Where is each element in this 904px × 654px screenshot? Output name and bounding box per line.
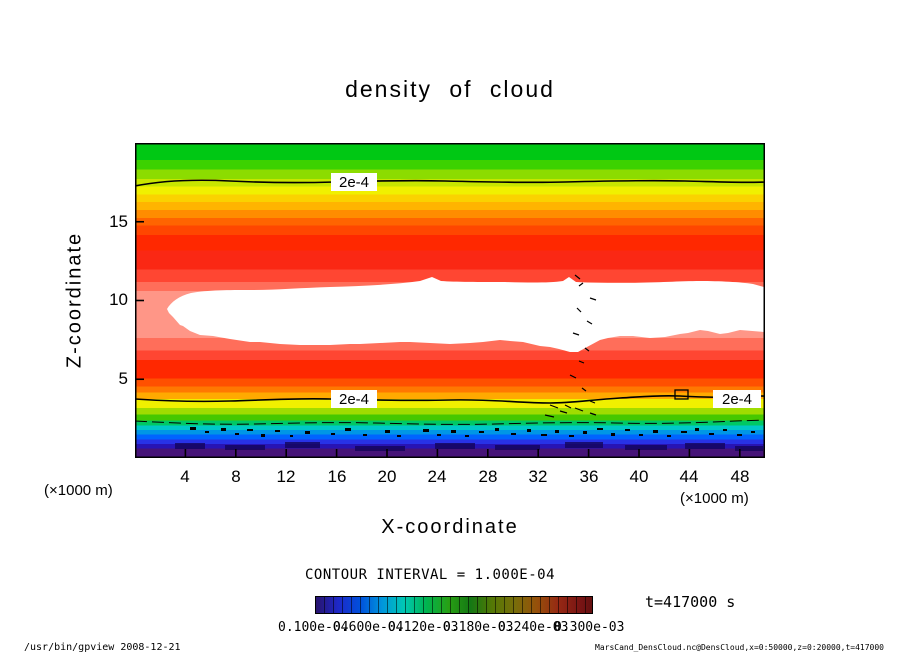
x-tick-label: 4 [180,467,190,486]
turbulence-speckles [544,274,597,418]
contour-label-lower-right: 2e-4 [722,391,752,408]
contour-lines [135,179,765,425]
x-tick-label: 36 [579,467,599,486]
colorbar-tick-label: 0.240e-03 [498,620,569,635]
x-unit-label-left: (×1000 m) [44,482,113,499]
x-axis-title: X-coordinate [381,516,519,538]
colorbar-tick-label: 0.300e-03 [554,620,625,635]
x-tick-label: 8 [231,467,241,486]
contour-label-upper: 2e-4 [339,174,369,191]
saturated-white-region [167,277,764,352]
z-axis-title: Z-coordinate [63,231,86,369]
z-tick-label: 5 [118,369,128,388]
time-stamp: t=417000 s [645,593,736,611]
colorbar-tick-label: 0.100e-04 [278,620,349,635]
colorbar-tick-label: 0.120e-03 [388,620,459,635]
x-unit-label-right: (×1000 m) [680,490,749,507]
plot-area: 2e-4 2e-4 2e-4 [135,143,765,458]
colorbar-tick-label: 0.600e-04 [333,620,404,635]
x-tick-label: 20 [377,467,397,486]
contour-label-lower-mid: 2e-4 [339,391,369,408]
colorbar-tick-label: 0.180e-03 [443,620,514,635]
z-tick-label: 10 [109,290,128,309]
z-tick-label: 15 [109,212,128,231]
plot-frame [135,143,765,458]
chart-title: density of cloud [345,76,555,102]
x-tick-label: 12 [276,467,296,486]
surface-noise-speckles [190,427,755,437]
x-tick-label: 48 [730,467,750,486]
x-tick-label: 32 [528,467,548,486]
x-tick-label: 44 [679,467,699,486]
x-tick-label: 16 [327,467,347,486]
generator-info: /usr/bin/gpview 2008-12-21 [24,642,181,653]
x-tick-label: 28 [478,467,498,486]
x-tick-label: 24 [427,467,447,486]
colorbar [315,596,593,614]
x-tick-label: 40 [629,467,649,486]
deep-layer-patches [175,442,763,451]
contour-interval-text: CONTOUR INTERVAL = 1.000E-04 [305,567,556,583]
contour-labels: 2e-4 2e-4 2e-4 [331,173,761,408]
dataset-info: MarsCand_DensCloud.nc@DensCloud,x=0:5000… [595,643,884,652]
